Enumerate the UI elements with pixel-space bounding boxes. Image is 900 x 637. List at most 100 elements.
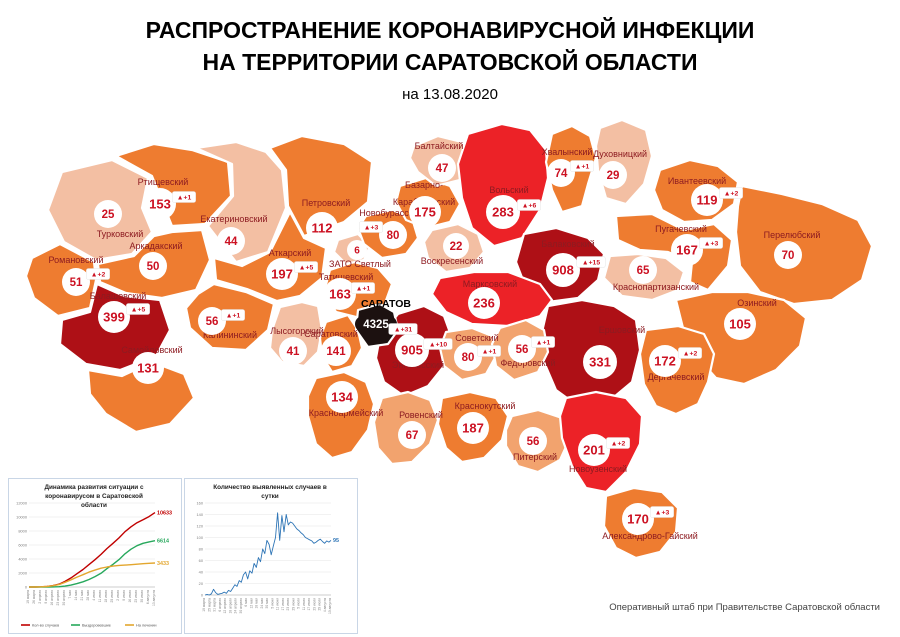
x-tick-label: 30 апреля (239, 598, 243, 614)
district-delta-badge (570, 160, 594, 172)
district-overlay-fedorovsky: Федоровский 56 ▲+1 (500, 335, 556, 368)
district-value-circle (454, 343, 482, 371)
district-value: 134 (331, 390, 353, 405)
x-tick-label: 17 июля (307, 598, 311, 611)
x-tick-label: 2 апреля (38, 590, 42, 604)
district-overlay-balashovsky: Балашовский 399 ▲+5 (90, 291, 150, 333)
district-delta: ▲+1 (177, 195, 192, 202)
district-overlay-pugachevsky: Пугачевский 167 ▲+3 (655, 224, 723, 266)
district-delta-badge (517, 199, 541, 211)
x-tick-label: 30 июля (140, 590, 144, 603)
district-delta-badge (699, 237, 723, 249)
district-overlay-krasnopartizansky: Краснопартизанский 65 (613, 256, 699, 292)
district-value: 399 (103, 310, 125, 325)
x-tick-label: 6 мая (244, 598, 248, 607)
y-tick-label: 10000 (16, 514, 28, 519)
district-delta: ▲+10 (429, 342, 447, 349)
district-label: Озинский (737, 298, 777, 308)
district-label: Питерский (513, 452, 557, 462)
district-value: 105 (729, 317, 751, 332)
district-delta-badge (719, 187, 743, 199)
x-tick-label: 23 июня (286, 598, 290, 611)
x-tick-label: 17 июня (281, 598, 285, 611)
district-label: Ровенский (399, 410, 443, 420)
x-tick-label: 18 июня (104, 590, 108, 603)
y-tick-label: 4000 (18, 556, 27, 561)
district-overlay-kalininsky: Калининский 56 ▲+1 (198, 307, 257, 340)
district-label: Екатериновский (200, 214, 267, 224)
district-value: 187 (462, 421, 484, 436)
district-value-circle (132, 352, 164, 384)
district-overlay-samoylovsky: Самойловский 131 (121, 345, 183, 384)
district-value-circle (306, 212, 338, 244)
district-value: 70 (782, 250, 795, 262)
x-tick-label: 18 мая (255, 598, 259, 609)
district-label: Калининский (203, 330, 257, 340)
district-value: 170 (627, 512, 649, 527)
district-overlay-rovensky: Ровенский 67 (398, 410, 443, 449)
x-tick-label: 24 мая (260, 598, 264, 609)
chart-title-line: Количество выявленных случаев в (213, 484, 327, 491)
x-tick-label: 16 июля (128, 590, 132, 603)
district-delta-badge (351, 282, 375, 294)
district-overlay-saratov_city: САРАТОВ 4325 ▲+31 (355, 298, 418, 335)
district-label: Самойловский (121, 345, 182, 355)
district-delta: ▲+15 (582, 260, 600, 267)
x-tick-label: 19 марта (202, 598, 206, 612)
district-value-circle (724, 308, 756, 340)
district-delta: ▲+2 (724, 191, 739, 198)
x-tick-label: 9 апреля (44, 590, 48, 604)
chart-daily-cases-panel: Количество выявленных случаев в сутки 0 20 4… (184, 478, 358, 634)
district-value-circle (691, 184, 723, 216)
city-value-box (355, 316, 397, 332)
district-label: Пугачевский (655, 224, 707, 234)
chart-title-line: Динамика развития ситуации с (44, 484, 144, 491)
district-value: 197 (271, 267, 293, 282)
district-label: Краснокутский (455, 401, 516, 411)
district-value: 74 (555, 168, 568, 180)
district-value-circle (347, 240, 367, 260)
district-value: 167 (676, 243, 698, 258)
district-value-circle (649, 345, 681, 377)
district-value-circle (629, 256, 657, 284)
district-delta: ▲+2 (611, 441, 626, 448)
district-overlay-ekaterinovsky: Екатериновский 44 (200, 214, 268, 255)
x-tick-label: 10 августа (328, 598, 332, 614)
district-delta-badge (294, 261, 318, 273)
district-value-circle (622, 503, 654, 535)
district-overlay-rtishchevsky: Ртищевский 153 ▲+1 (138, 177, 196, 220)
district-label: Александрово-Гайский (602, 531, 698, 541)
x-tick-label: 4 июня (92, 590, 96, 601)
series-line (204, 512, 332, 596)
y-tick-label: 12000 (16, 500, 28, 505)
district-delta: ▲+1 (356, 286, 371, 293)
district-delta-badge (221, 309, 245, 321)
district-delta: ▲+1 (575, 164, 590, 171)
district-value: 163 (329, 287, 351, 302)
district-overlay-balakovsky: Балаковский 908 ▲+15 (541, 239, 606, 287)
x-tick-label: 25 июня (110, 590, 114, 603)
district-value: 905 (401, 343, 423, 358)
legend-label: Выздоровевшие (82, 624, 111, 628)
district-value: 56 (206, 316, 219, 328)
district-value-circle (395, 333, 429, 367)
district-overlay-romanovsky: Романовский 51 ▲+2 (49, 255, 110, 296)
district-value: 141 (326, 346, 346, 358)
x-tick-label: 30 апреля (62, 590, 66, 606)
x-tick-label: 30 мая (265, 598, 269, 609)
district-value-circle (379, 221, 407, 249)
district-overlay-petrovsky: Петровский 112 (302, 198, 350, 244)
district-delta: ▲+3 (364, 225, 379, 232)
series-end-label: 6614 (157, 539, 169, 545)
district-delta-badge (172, 191, 196, 203)
district-value-circle (326, 381, 358, 413)
district-value-circle (486, 195, 520, 229)
district-delta-badge (606, 437, 630, 449)
district-label: Воскресенский (421, 256, 483, 266)
district-delta-badge (126, 303, 150, 315)
district-value: 131 (137, 361, 159, 376)
district-value-circle (321, 336, 351, 366)
district-value: 22 (450, 241, 463, 253)
district-overlay-khvalynsky: Хвалынский 74 ▲+1 (542, 147, 594, 187)
